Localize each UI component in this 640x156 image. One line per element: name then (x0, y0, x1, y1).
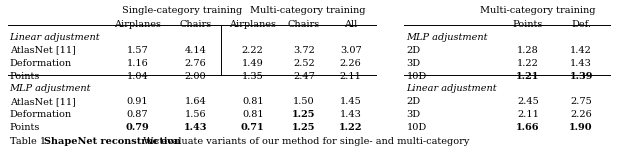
Text: Deformation: Deformation (10, 110, 72, 119)
Text: 2D: 2D (406, 97, 420, 106)
Text: Points: Points (10, 123, 40, 132)
Text: 1.64: 1.64 (184, 97, 206, 106)
Text: Airplanes: Airplanes (229, 20, 276, 29)
Text: 1.49: 1.49 (242, 59, 264, 68)
Text: 10D: 10D (406, 72, 427, 80)
Text: 1.50: 1.50 (293, 97, 315, 106)
Text: Chairs: Chairs (179, 20, 211, 29)
Text: All: All (344, 20, 357, 29)
Text: 0.71: 0.71 (241, 123, 264, 132)
Text: Table 1:: Table 1: (10, 137, 52, 146)
Text: 2.47: 2.47 (293, 72, 315, 80)
Text: 1.90: 1.90 (570, 123, 593, 132)
Text: ShapeNet reconstruction: ShapeNet reconstruction (44, 137, 181, 146)
Text: 1.35: 1.35 (242, 72, 264, 80)
Text: 1.25: 1.25 (292, 123, 316, 132)
Text: Chairs: Chairs (288, 20, 320, 29)
Text: Def.: Def. (571, 20, 591, 29)
Text: 3.07: 3.07 (340, 46, 362, 55)
Text: Points: Points (10, 72, 40, 80)
Text: Linear adjustment: Linear adjustment (10, 33, 100, 42)
Text: 1.56: 1.56 (184, 110, 206, 119)
Text: 3.72: 3.72 (293, 46, 315, 55)
Text: 3D: 3D (406, 110, 420, 119)
Text: AtlasNet [11]: AtlasNet [11] (10, 46, 76, 55)
Text: 1.43: 1.43 (570, 59, 592, 68)
Text: Airplanes: Airplanes (114, 20, 161, 29)
Text: 3D: 3D (406, 59, 420, 68)
Text: 0.91: 0.91 (127, 97, 148, 106)
Text: 4.14: 4.14 (184, 46, 206, 55)
Text: 1.43: 1.43 (184, 123, 207, 132)
Text: 1.43: 1.43 (340, 110, 362, 119)
Text: 2.00: 2.00 (184, 72, 206, 80)
Text: 1.28: 1.28 (517, 46, 539, 55)
Text: 1.22: 1.22 (517, 59, 539, 68)
Text: 2D: 2D (406, 46, 420, 55)
Text: 0.87: 0.87 (127, 110, 148, 119)
Text: MLP adjustment: MLP adjustment (10, 84, 91, 93)
Text: Linear adjustment: Linear adjustment (406, 84, 497, 93)
Text: 0.81: 0.81 (242, 110, 264, 119)
Text: 2.52: 2.52 (293, 59, 315, 68)
Text: Points: Points (513, 20, 543, 29)
Text: 1.22: 1.22 (339, 123, 362, 132)
Text: 2.75: 2.75 (570, 97, 592, 106)
Text: 10D: 10D (406, 123, 427, 132)
Text: 2.45: 2.45 (517, 97, 539, 106)
Text: 2.26: 2.26 (570, 110, 592, 119)
Text: 1.45: 1.45 (340, 97, 362, 106)
Text: Deformation: Deformation (10, 59, 72, 68)
Text: 0.79: 0.79 (125, 123, 150, 132)
Text: Multi-category training: Multi-category training (480, 6, 595, 15)
Text: AtlasNet [11]: AtlasNet [11] (10, 97, 76, 106)
Text: 1.57: 1.57 (127, 46, 148, 55)
Text: 1.66: 1.66 (516, 123, 540, 132)
Text: 1.16: 1.16 (127, 59, 148, 68)
Text: 2.11: 2.11 (340, 72, 362, 80)
Text: 1.04: 1.04 (127, 72, 148, 80)
Text: We evaluate variants of our method for single- and multi-category: We evaluate variants of our method for s… (137, 137, 469, 146)
Text: 2.11: 2.11 (517, 110, 539, 119)
Text: 0.81: 0.81 (242, 97, 264, 106)
Text: 2.76: 2.76 (184, 59, 206, 68)
Text: 1.21: 1.21 (516, 72, 540, 80)
Text: 2.22: 2.22 (242, 46, 264, 55)
Text: Multi-category training: Multi-category training (250, 6, 366, 15)
Text: 2.26: 2.26 (340, 59, 362, 68)
Text: 1.42: 1.42 (570, 46, 592, 55)
Text: 1.25: 1.25 (292, 110, 316, 119)
Text: Single-category training: Single-category training (122, 6, 243, 15)
Text: MLP adjustment: MLP adjustment (406, 33, 488, 42)
Text: 1.39: 1.39 (570, 72, 593, 80)
